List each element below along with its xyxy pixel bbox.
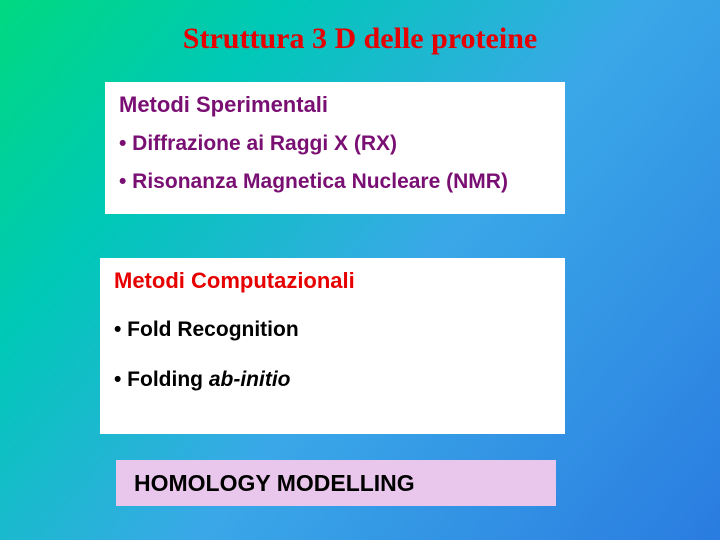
slide: Struttura 3 D delle proteine Metodi Sper… <box>0 0 720 540</box>
panel2-item: • Fold Recognition <box>114 318 551 342</box>
panel-homology-modelling: HOMOLOGY MODELLING <box>116 460 556 506</box>
panel2-heading: Metodi Computazionali <box>114 268 551 294</box>
panel-computational-methods: Metodi Computazionali • Fold Recognition… <box>100 258 565 434</box>
panel1-item: • Risonanza Magnetica Nucleare (NMR) <box>119 170 551 194</box>
panel3-text: HOMOLOGY MODELLING <box>134 470 415 497</box>
panel2-item: • Folding ab-initio <box>114 368 551 392</box>
panel-experimental-methods: Metodi Sperimentali • Diffrazione ai Rag… <box>105 82 565 214</box>
slide-title: Struttura 3 D delle proteine <box>0 22 720 56</box>
panel2-item-text: • Folding <box>114 368 209 391</box>
panel2-item-text: • Fold Recognition <box>114 318 299 341</box>
panel1-heading: Metodi Sperimentali <box>119 92 551 118</box>
panel2-item-italic: ab-initio <box>209 368 291 391</box>
panel1-item: • Diffrazione ai Raggi X (RX) <box>119 132 551 156</box>
